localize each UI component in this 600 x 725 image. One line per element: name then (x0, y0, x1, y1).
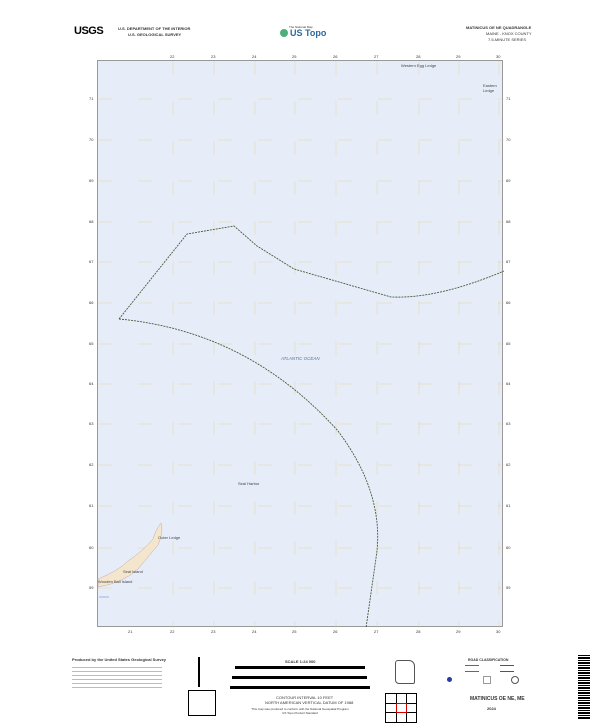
legend-line (500, 665, 514, 666)
scale-bar-miles (235, 666, 365, 669)
legend-line (465, 671, 479, 672)
grid-label-left: 65 (89, 341, 94, 346)
grid-label-right: 65 (506, 341, 511, 346)
grid-label-top: 30 (496, 54, 501, 59)
grid-label-top: 29 (456, 54, 461, 59)
grid-label-right: 61 (506, 503, 511, 508)
grid-label-right: 59 (506, 585, 511, 590)
state-route-icon (511, 676, 519, 684)
grid-label-top: 27 (374, 54, 379, 59)
map-year: 2024 (487, 706, 496, 711)
credits-block (72, 664, 162, 691)
seal-island (98, 522, 163, 588)
grid-label-right: 60 (506, 545, 511, 550)
center-tagline: The National Map (289, 25, 313, 29)
quad-series: 7.5-MINUTE SERIES (488, 37, 527, 42)
grid-label-top: 24 (252, 54, 257, 59)
grid-label-right: 70 (506, 137, 511, 142)
grid-label-left: 64 (89, 381, 94, 386)
quad-name-footer: MATINICUS OE NE, ME (470, 696, 525, 702)
grid-label-bottom: 29 (456, 629, 461, 634)
grid-label-left: 70 (89, 137, 94, 142)
legend-line (465, 665, 479, 666)
grid-label-right: 68 (506, 219, 511, 224)
grid-label-bottom: 27 (374, 629, 379, 634)
maine-location-map (395, 660, 415, 684)
road-classification-title: ROAD CLASSIFICATION (468, 658, 509, 662)
interstate-route-icon (447, 677, 452, 682)
producer-note: Produced by the United States Geological… (72, 657, 167, 662)
grid-label-bottom: 22 (170, 629, 175, 634)
grid-label-right: 63 (506, 421, 511, 426)
boundary-line (118, 318, 379, 628)
grid-label-top: 22 (170, 54, 175, 59)
quad-subtitle: MAINE - KNOX COUNTY (486, 31, 532, 36)
feature-label: Western Egg Ledge (401, 63, 437, 68)
grid-label-right: 67 (506, 259, 511, 264)
grid-label-top: 26 (333, 54, 338, 59)
standard-note: This map was produced to conform with th… (251, 707, 349, 715)
grid-label-right: 64 (506, 381, 511, 386)
grid-label-left: 69 (89, 178, 94, 183)
ocean-label: ATLANTIC OCEAN (281, 356, 320, 361)
grid-label-left: 62 (89, 462, 94, 467)
scale-bar-feet (230, 686, 370, 689)
legend-line (500, 671, 514, 672)
feature-label: Seal Island (123, 569, 143, 574)
grid-label-top: 23 (211, 54, 216, 59)
grid-label-right: 62 (506, 462, 511, 467)
grid-label-bottom: 21 (128, 629, 133, 634)
grid-label-right: 66 (506, 300, 511, 305)
grid-label-left: 63 (89, 421, 94, 426)
adjoining-quads-diagram (385, 693, 417, 723)
grid-label-left: 61 (89, 503, 94, 508)
vertical-datum: NORTH AMERICAN VERTICAL DATUM OF 1988 (265, 700, 354, 705)
us-topo-logo: US Topo (290, 28, 327, 38)
grid-label-bottom: 25 (292, 629, 297, 634)
survey-name: U.S. GEOLOGICAL SURVEY (128, 32, 182, 37)
map-frame[interactable]: ATLANTIC OCEAN Western Egg Ledge Eastern… (97, 60, 504, 628)
contour-interval: CONTOUR INTERVAL 10 FEET (276, 695, 334, 700)
grid-label-top: 25 (292, 54, 297, 59)
usgs-logo: USGS (74, 25, 104, 37)
agency-name: U.S. DEPARTMENT OF THE INTERIOR (118, 26, 191, 31)
grid-label-bottom: 30 (496, 629, 501, 634)
scale-label: SCALE 1:24 000 (285, 659, 316, 664)
north-arrow-icon (198, 657, 200, 687)
grid-label-right: 71 (506, 96, 511, 101)
feature-label: Outer Ledge (158, 535, 181, 540)
grid-label-right: 69 (506, 178, 511, 183)
grid-label-left: 68 (89, 219, 94, 224)
feature-label: Seal Harbor (238, 481, 260, 486)
grid-label-bottom: 26 (333, 629, 338, 634)
scale-bar-km (232, 676, 367, 679)
grid-label-left: 67 (89, 259, 94, 264)
grid-label-top: 28 (416, 54, 421, 59)
grid-label-bottom: 28 (416, 629, 421, 634)
grid-label-left: 66 (89, 300, 94, 305)
feature-label: Eastern Ledge (483, 83, 497, 93)
grid-label-left: 59 (89, 585, 94, 590)
quad-title: MATINICUS OE NE QUADRANGLE (466, 25, 532, 30)
grid-label-bottom: 23 (211, 629, 216, 634)
map-graphics (98, 61, 504, 628)
feature-label: Wooden Ball Island (98, 579, 133, 584)
grid-label-left: 60 (89, 545, 94, 550)
barcode (578, 655, 590, 720)
grid-label-bottom: 24 (252, 629, 257, 634)
boundary-line (118, 225, 504, 320)
us-topo-icon (280, 29, 288, 37)
declination-box (188, 690, 216, 716)
us-route-icon (483, 676, 491, 684)
grid-label-left: 71 (89, 96, 94, 101)
